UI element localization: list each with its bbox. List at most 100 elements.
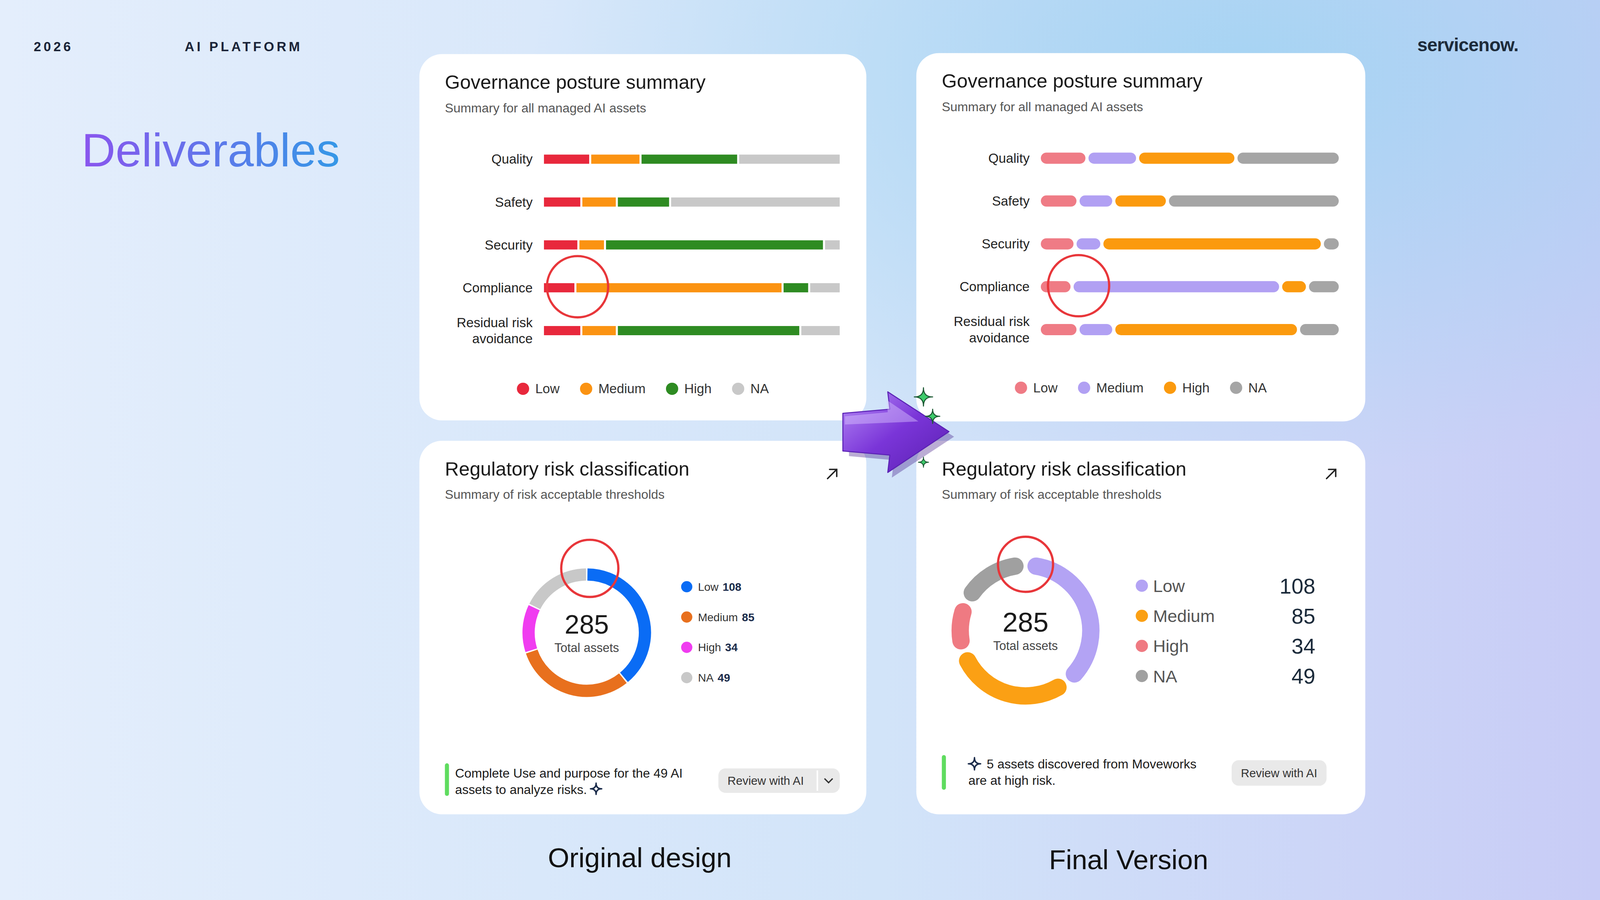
card	[916, 440, 1366, 815]
legend-label: Medium	[1153, 606, 1215, 626]
button-bg[interactable]	[718, 768, 840, 793]
bar-segment	[1237, 152, 1339, 164]
bar-segment	[1040, 152, 1086, 164]
card-subtitle: Summary of risk acceptable thresholds	[942, 487, 1162, 502]
highlight-ring	[546, 256, 608, 318]
arrow	[842, 392, 949, 473]
label-line: Residual risk	[953, 314, 1030, 329]
legend-label: NA	[698, 671, 714, 684]
bar-segment	[1115, 195, 1166, 207]
background	[0, 0, 1600, 900]
legend-swatch	[1230, 381, 1243, 394]
button-label[interactable]: Review with AI	[1240, 766, 1318, 780]
bar-segment	[618, 197, 670, 207]
bar-segment	[582, 326, 616, 336]
bar-segment	[1040, 195, 1077, 207]
slide: 2026AI PLATFORMDeliverablesservicenow.Or…	[0, 0, 1600, 900]
open-link[interactable]	[1326, 469, 1336, 479]
heading: Deliverables	[81, 124, 340, 177]
label-line: avoidance	[472, 331, 533, 346]
category-label: Residual riskavoidance	[456, 315, 533, 347]
bar-segment	[1040, 238, 1074, 250]
label-line: avoidance	[969, 330, 1030, 346]
open-link[interactable]	[827, 469, 837, 479]
button-label[interactable]: Review with AI	[727, 774, 804, 788]
category-label: Safety	[992, 193, 1030, 209]
category-label: Quality	[491, 151, 533, 167]
review-button[interactable]: Review with AI	[1231, 760, 1327, 786]
legend-value: 85	[742, 611, 755, 624]
callout-text: Complete Use and purpose for the 49 AIas…	[455, 766, 683, 797]
legend-value: 34	[725, 641, 738, 654]
card-subtitle: Summary of risk acceptable thresholds	[444, 487, 665, 502]
legend-value: 108	[1279, 574, 1316, 598]
card	[916, 53, 1366, 422]
bar-segment	[1073, 281, 1280, 293]
sparkle-icon	[914, 387, 933, 406]
brand: servicenow.	[1417, 34, 1519, 56]
label-line: Compliance	[462, 280, 533, 296]
donut-segment	[960, 611, 964, 641]
bar-segment	[671, 197, 840, 207]
legend-swatch	[666, 382, 679, 396]
plot-area	[544, 154, 840, 336]
bar-segment	[1168, 195, 1339, 207]
bar-segment	[1115, 324, 1297, 336]
legend-label: NA	[1248, 380, 1268, 396]
bar-segment	[825, 240, 840, 250]
callout-bar	[942, 755, 946, 790]
button-chevron[interactable]	[824, 778, 833, 783]
legend-label: High	[684, 381, 712, 396]
label-line: Safety	[992, 193, 1030, 209]
donut-segment	[528, 607, 534, 650]
bar-segment	[544, 197, 581, 207]
sparkle-icon	[968, 757, 981, 770]
category-label: Security	[981, 236, 1030, 252]
bar-segment	[544, 326, 581, 336]
bar-segment	[739, 154, 840, 164]
label-line: Residual risk	[456, 315, 533, 330]
bar-segment	[783, 283, 808, 293]
bar-segment	[544, 154, 590, 164]
plot-area	[1040, 152, 1339, 336]
donut-segment	[531, 651, 623, 691]
bar-segment	[641, 154, 738, 164]
legend-value: 85	[1291, 604, 1316, 628]
legend-value: 49	[1291, 664, 1316, 688]
legend-label: High	[1153, 636, 1189, 656]
card-subtitle: Summary for all managed AI assets	[444, 100, 646, 116]
callout-line: assets to analyze risks.	[455, 782, 588, 797]
bar-segment	[1282, 281, 1306, 293]
callout-text: 5 assets discovered from Moveworksare at…	[968, 756, 1197, 788]
transition-arrow	[842, 387, 954, 478]
legend-label: Medium	[598, 381, 646, 396]
arrow-highlight	[844, 400, 919, 425]
center-value: 285	[1002, 606, 1049, 638]
button-divider	[816, 770, 818, 791]
bar-segment	[591, 154, 640, 164]
bar-segment	[606, 240, 823, 250]
highlight-ring	[998, 536, 1054, 592]
bar-segment	[1076, 238, 1100, 250]
card	[419, 54, 866, 421]
card-subtitle: Summary for all managed AI assets	[942, 99, 1144, 114]
bar-segment	[1088, 152, 1136, 164]
legend-swatch	[1164, 381, 1177, 394]
legend-swatch	[516, 382, 530, 396]
bar-segment	[1139, 152, 1235, 164]
section: AI PLATFORM	[184, 39, 303, 54]
bar-segment	[544, 283, 575, 293]
center-value: 285	[564, 609, 610, 640]
review-button[interactable]: Review with AI	[718, 768, 840, 793]
bar-segment	[1308, 281, 1339, 293]
label-line: Quality	[988, 150, 1030, 166]
button-bg[interactable]	[1231, 760, 1327, 786]
donut-segment	[534, 574, 586, 607]
legend-swatch	[580, 382, 593, 396]
legend-label: Medium	[1096, 380, 1144, 396]
center-label: Total assets	[993, 638, 1058, 653]
legend-label: Low	[535, 381, 560, 396]
legend-swatch	[1135, 670, 1148, 683]
highlight-ring	[1048, 255, 1110, 317]
legend-label: NA	[750, 381, 770, 396]
